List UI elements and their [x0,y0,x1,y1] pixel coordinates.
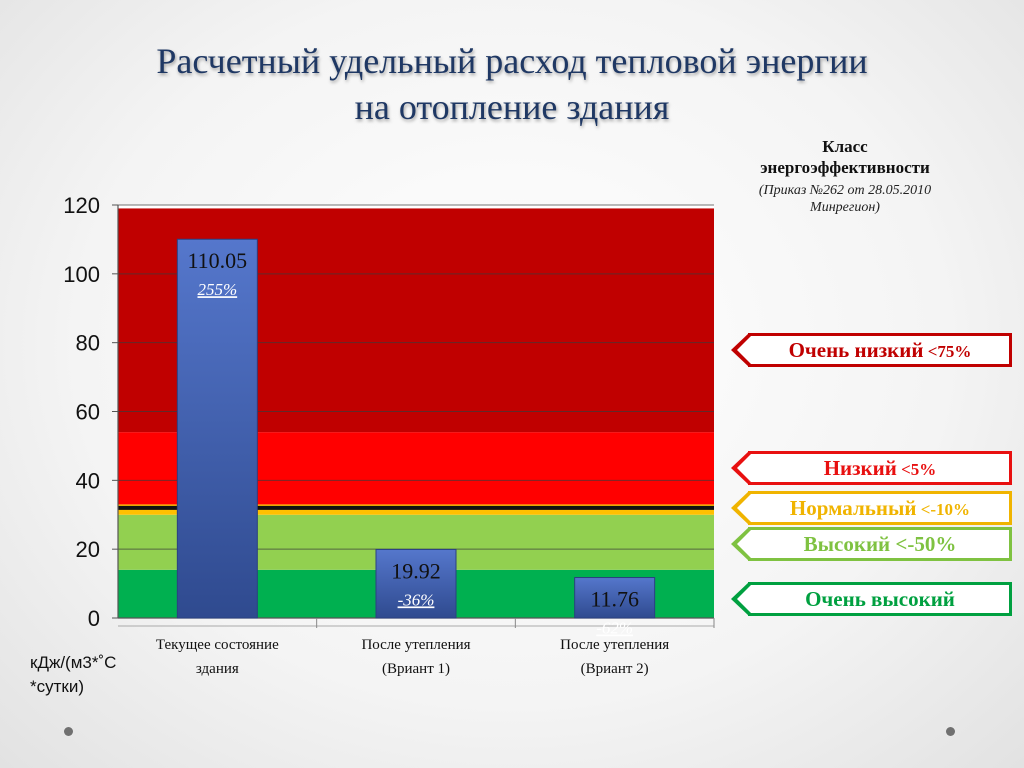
x-category-label-2-0: После утепления [560,637,669,653]
badge-arrow-inner [737,585,751,613]
title-line-1: Расчетный удельный расход тепловой энерг… [156,41,868,81]
badge-arrow-inner [737,530,751,558]
bar-value-label-0: 110.05 [187,248,247,273]
energy-class-note-line-2: Минрегион) [810,200,880,215]
badge-label: Низкий [823,456,897,480]
badge-arrow-inner [737,336,751,364]
bar-percent-label-1: -36% [398,590,435,609]
y-tick-label-60: 60 [76,400,100,425]
bar-value-label-1: 19.92 [391,558,441,583]
badge-high: Высокий <-50% [731,527,1012,561]
energy-class-heading-line-1: Класс [822,137,868,156]
badge-very-low: Очень низкий <75% [731,333,1012,367]
badge-arrow-inner [737,494,751,522]
y-axis-unit-line-2: *сутки) [30,677,84,696]
badge-label: Высокий <-50% [803,532,957,556]
energy-class-heading: Класс энергоэффективности [720,136,970,178]
y-tick-label-80: 80 [76,331,100,356]
bar-0 [176,238,258,619]
slide-dot-left [64,727,73,736]
bar-value-label-2: 11.76 [590,587,639,612]
title-line-2: на отопление здания [354,87,670,127]
badge-percent: <5% [896,460,937,479]
badge-percent: <75% [923,342,972,361]
bar-2 [574,577,656,619]
x-category-label-0-0: Текущее состояние [156,637,279,653]
x-category-label-1-1: (Вриант 1) [382,661,450,677]
energy-class-note-line-1: (Приказ №262 от 28.05.2010 [758,183,932,198]
y-tick-label-40: 40 [76,468,100,493]
x-category-label-1-0: После утепления [361,637,470,653]
page-title: Расчетный удельный расход тепловой энерг… [0,38,1024,130]
y-axis-unit-line-1: кДж/(м3*˚С [30,653,116,672]
bar-percent-label-0: 255% [197,280,237,299]
x-category-label-0-1: здания [196,661,239,677]
energy-class-note: (Приказ №262 от 28.05.2010 Минрегион) [720,182,970,216]
badge-very-high: Очень высокий [731,582,1012,616]
badge-percent: <-10% [916,500,971,519]
badge-label: Очень высокий [805,587,955,611]
y-tick-label-0: 0 [88,606,100,631]
badge-low: Низкий <5% [731,451,1012,485]
bar-1 [375,548,457,619]
y-tick-label-20: 20 [76,537,100,562]
y-tick-label-120: 120 [63,193,100,218]
badge-label: Очень низкий [788,338,924,362]
slide-dot-right [946,727,955,736]
badge-arrow-inner [737,454,751,482]
badge-normal: Нормальный <-10% [731,491,1012,525]
badge-label: Нормальный [789,496,917,520]
y-tick-label-100: 100 [63,262,100,287]
energy-class-heading-line-2: энергоэффективности [760,158,930,177]
x-category-label-2-1: (Вриант 2) [581,661,649,677]
bar-percent-label-2: -62% [596,619,633,638]
